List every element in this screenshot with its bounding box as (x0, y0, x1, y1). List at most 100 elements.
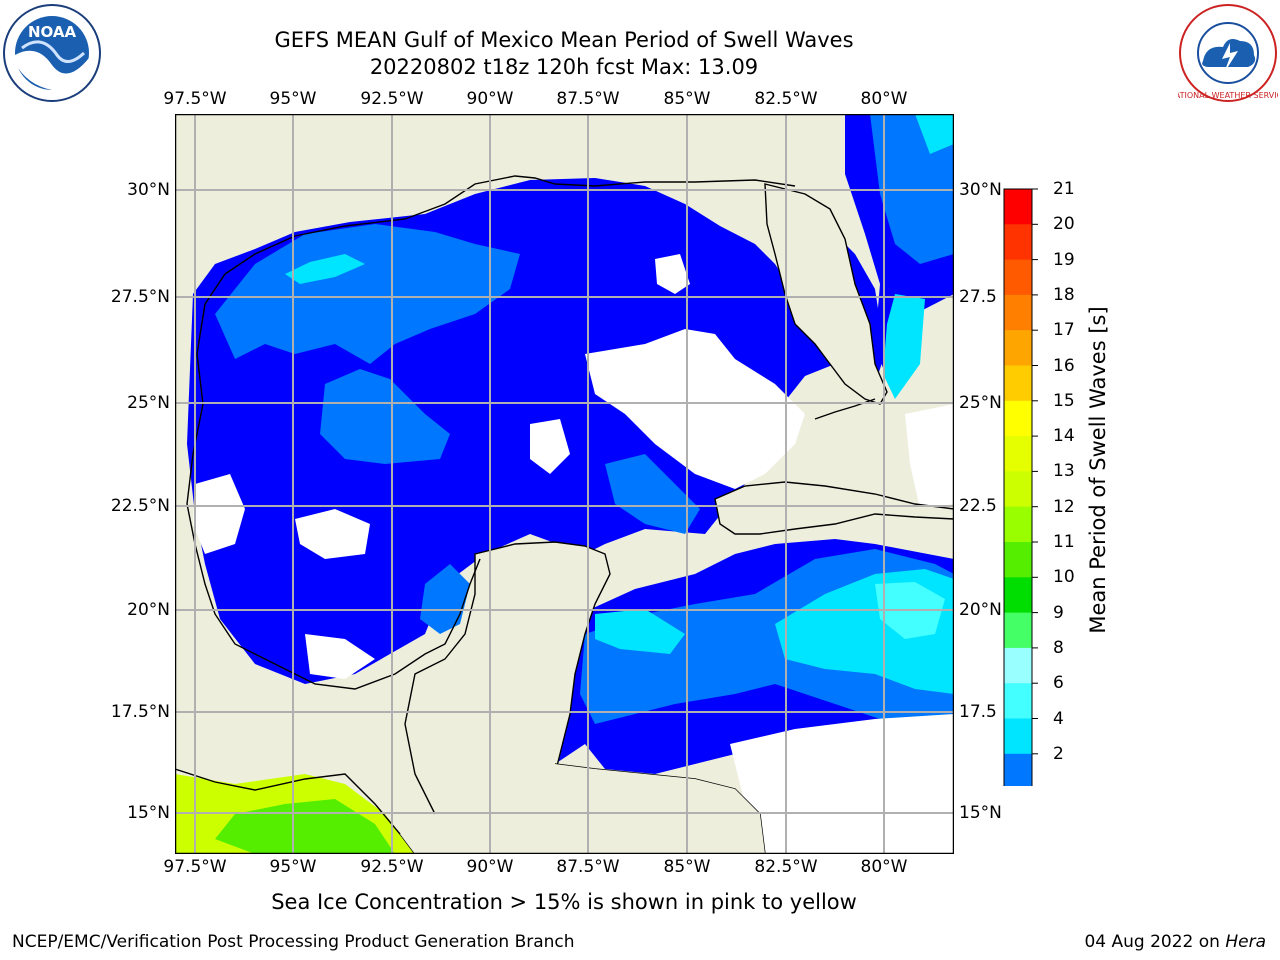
coastline-gulf (204, 175, 796, 305)
lon-label-bottom: 92.5°W (360, 857, 424, 877)
colorbar-segment (1004, 753, 1032, 786)
lon-label-bottom: 95°W (269, 857, 317, 877)
nws-logo-text: NATIONAL WEATHER SERVICE (1178, 91, 1278, 100)
lon-label-bottom: 80°W (860, 857, 908, 877)
colorbar-tick-label: 13 (1053, 461, 1075, 482)
date-text: 04 Aug 2022 on (1084, 932, 1220, 952)
credit-text: NCEP/EMC/Verification Post Processing Pr… (12, 932, 575, 952)
map-gridlines (175, 114, 954, 854)
map-plot (175, 114, 954, 854)
swell-gulf-mid-blue-central (320, 369, 450, 464)
colorbar-segment (1004, 189, 1032, 225)
machine-name: Hera (1225, 932, 1266, 952)
colorbar-segment (1004, 294, 1032, 331)
lon-label-bottom: 97.5°W (163, 857, 227, 877)
sea-ice-note: Sea Ice Concentration > 15% is shown in … (271, 890, 857, 914)
lat-label-left: 20°N (127, 600, 170, 620)
colorbar-tick-label: 14 (1053, 426, 1075, 447)
map-subtitle: 20220802 t18z 120h fcst Max: 13.09 (369, 55, 759, 79)
lat-label-right: 17.5 (959, 702, 997, 722)
land-central-america (400, 764, 765, 854)
lat-label-left: 15°N (127, 803, 170, 823)
lon-label-bottom: 82.5°W (754, 857, 818, 877)
lat-label-right: 27.5 (959, 287, 997, 307)
lon-label-top: 82.5°W (754, 89, 818, 109)
swell-atlantic-cyan (883, 114, 954, 399)
lon-label-bottom: 90°W (466, 857, 514, 877)
map-title: GEFS MEAN Gulf of Mexico Mean Period of … (274, 28, 854, 52)
colorbar-segment (1004, 647, 1032, 684)
colorbar-tick-label: 19 (1053, 249, 1075, 270)
colorbar-segment (1004, 683, 1032, 719)
swell-cyan-north-gulf (285, 254, 365, 284)
colorbar-tick-label: 16 (1053, 355, 1075, 376)
colorbar-segment (1004, 506, 1032, 543)
lat-label-left: 27.5°N (110, 287, 170, 307)
noaa-logo: NOAA (3, 4, 101, 102)
nws-logo: NATIONAL WEATHER SERVICE (1178, 4, 1278, 102)
colorbar-frame (1003, 188, 1033, 786)
colorbar (1003, 188, 1038, 786)
colorbar-segment (1004, 471, 1032, 508)
missing-data-patch-6 (655, 254, 690, 294)
missing-data-patch-4 (305, 634, 375, 679)
lat-label-left: 30°N (127, 180, 170, 200)
colorbar-tick-label: 12 (1053, 496, 1075, 517)
lon-label-top: 97.5°W (163, 89, 227, 109)
coastline-central-america (175, 768, 416, 854)
lon-label-bottom: 85°W (663, 857, 711, 877)
missing-data-patch-2 (193, 474, 245, 554)
colorbar-tick-label: 4 (1053, 708, 1064, 729)
colorbar-segment (1004, 577, 1032, 614)
colorbar-segment (1004, 224, 1032, 261)
lat-label-right: 22.5 (959, 496, 997, 516)
colorbar-tick-label: 18 (1053, 284, 1075, 305)
lat-label-right: 15°N (959, 803, 1002, 823)
lon-label-bottom: 87.5°W (556, 857, 620, 877)
colorbar-segment (1004, 400, 1032, 437)
colorbar-segment (1004, 330, 1032, 366)
swell-gulf-mid-blue-north (215, 224, 520, 364)
colorbar-tick-label: 17 (1053, 320, 1075, 341)
missing-data-patch-1 (585, 329, 805, 489)
swell-caribbean-cyan (595, 569, 954, 694)
lon-label-top: 80°W (860, 89, 908, 109)
lat-label-left: 25°N (127, 393, 170, 413)
land-florida (764, 183, 888, 405)
missing-data-atlantic (905, 404, 954, 854)
lon-label-top: 85°W (663, 89, 711, 109)
colorbar-tick-label: 2 (1053, 743, 1064, 764)
colorbar-label: Mean Period of Swell Waves [s] (1086, 306, 1110, 634)
generation-date: 04 Aug 2022 on Hera (1084, 932, 1266, 952)
colorbar-tick-label: 6 (1053, 673, 1064, 694)
lat-label-left: 22.5°N (110, 496, 170, 516)
colorbar-segment (1004, 259, 1032, 296)
colorbar-segment (1004, 436, 1032, 472)
lon-label-top: 87.5°W (556, 89, 620, 109)
lat-label-right: 25°N (959, 393, 1002, 413)
land-cuba (714, 481, 954, 535)
missing-data-patch-5 (530, 419, 570, 474)
colorbar-tick-label: 20 (1053, 214, 1075, 235)
lat-label-right: 20°N (959, 600, 1002, 620)
colorbar-tick-label: 15 (1053, 390, 1075, 411)
colorbar-tick-label: 9 (1053, 602, 1064, 623)
swell-gulf-mid-blue-channel (605, 454, 700, 534)
lon-label-top: 95°W (269, 89, 317, 109)
noaa-logo-text: NOAA (28, 23, 77, 41)
colorbar-segment (1004, 542, 1032, 578)
colorbar-segment (1004, 612, 1032, 649)
colorbar-tick-label: 11 (1053, 532, 1075, 552)
lat-label-left: 17.5°N (110, 702, 170, 722)
colorbar-segment (1004, 365, 1032, 402)
lon-label-top: 90°W (466, 89, 514, 109)
lat-label-right: 30°N (959, 180, 1002, 200)
colorbar-segment (1004, 718, 1032, 755)
swell-gulf-mid-blue-south (420, 564, 470, 634)
lon-label-top: 92.5°W (360, 89, 424, 109)
colorbar-tick-label: 21 (1053, 179, 1075, 199)
colorbar-tick-label: 10 (1053, 567, 1075, 588)
missing-data-patch-3 (295, 509, 370, 559)
colorbar-tick-label: 8 (1053, 637, 1064, 658)
map-frame (175, 114, 954, 854)
